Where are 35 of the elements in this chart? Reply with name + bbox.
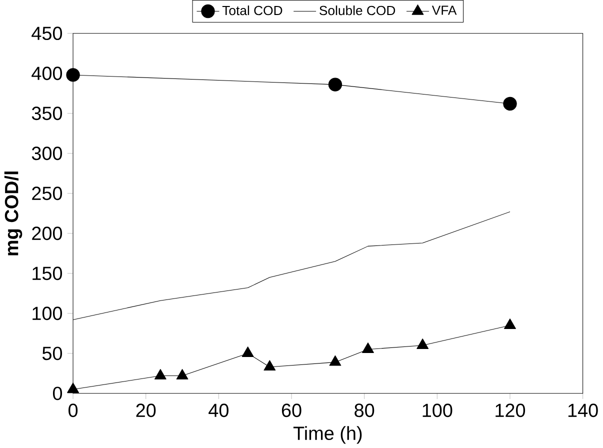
point [66, 68, 80, 82]
y-tick-label: 200 [32, 226, 62, 240]
y-tick-label: 150 [32, 266, 62, 280]
x-tick-label: 120 [496, 404, 526, 418]
y-tick-label: 350 [32, 106, 62, 120]
y-tick-label: 400 [32, 66, 62, 80]
point [362, 342, 374, 353]
point [176, 368, 188, 380]
point [503, 96, 517, 111]
x-tick-label: 80 [354, 404, 374, 418]
legend-label: Total COD [222, 5, 282, 16]
y-tick-label: 300 [32, 146, 62, 160]
y-tick-label: 0 [52, 386, 62, 400]
y-tick-label: 50 [42, 346, 62, 360]
legend-label: VFA [432, 6, 457, 15]
point [67, 382, 79, 393]
point [328, 78, 342, 92]
x-tick-label: 100 [422, 404, 452, 418]
x-tick-label: 20 [136, 404, 156, 418]
y-tick-label: 100 [32, 306, 62, 320]
x-tick-label: 60 [282, 404, 302, 418]
point [504, 318, 516, 329]
point [154, 368, 166, 380]
y-tick-label: 450 [32, 26, 62, 40]
point [416, 338, 429, 349]
y-tick-label: 250 [32, 186, 62, 200]
legend-label: Soluble COD [320, 5, 396, 16]
y-axis-title: mg COD/l [4, 172, 22, 256]
point [242, 346, 254, 357]
x-tick-label: 40 [208, 404, 228, 418]
x-tick-label: 0 [68, 404, 78, 418]
point [264, 360, 276, 370]
point [329, 355, 342, 366]
x-tick-label: 140 [568, 404, 598, 418]
x-axis-title: Time (h) [293, 426, 362, 444]
